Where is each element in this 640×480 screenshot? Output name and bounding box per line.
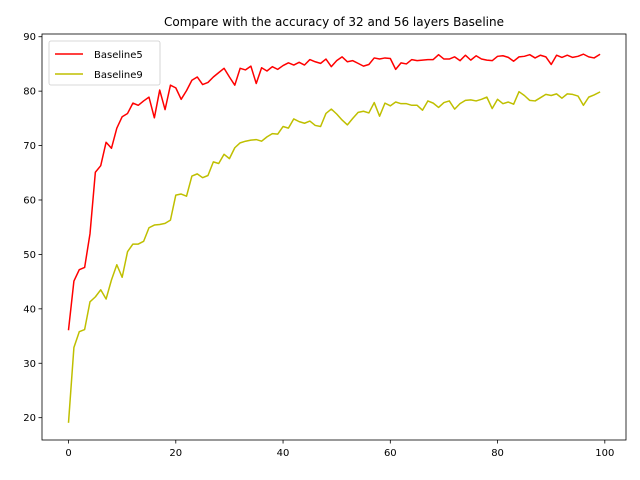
y-tick-label: 70 xyxy=(23,141,36,152)
series-layer xyxy=(67,53,601,423)
y-tick-label: 30 xyxy=(23,359,36,370)
y-tick-label: 80 xyxy=(23,87,36,98)
x-tick-label: 100 xyxy=(595,448,614,459)
chart-title: Compare with the accuracy of 32 and 56 l… xyxy=(164,15,504,29)
series-line-baseline9 xyxy=(67,90,601,423)
y-tick-label: 20 xyxy=(23,413,36,424)
x-tick-label: 60 xyxy=(384,448,397,459)
y-tick-label: 50 xyxy=(23,250,36,261)
x-tick-label: 20 xyxy=(169,448,182,459)
axes-frame xyxy=(41,33,627,441)
legend-label-baseline5: Baseline5 xyxy=(94,50,143,61)
y-tick-label: 60 xyxy=(23,195,36,206)
y-tick-label: 90 xyxy=(23,32,36,43)
legend-label-baseline9: Baseline9 xyxy=(94,70,143,81)
x-tick-label: 80 xyxy=(491,448,504,459)
y-tick-label: 40 xyxy=(23,304,36,315)
x-tick-label: 0 xyxy=(65,448,71,459)
x-tick-label: 40 xyxy=(277,448,290,459)
axes-layer: 0 20 40 60 80 100 20 30 40 50 60 70 80 90 xyxy=(23,32,627,459)
legend: Baseline5 Baseline9 xyxy=(48,40,161,86)
series-line-baseline5 xyxy=(67,53,601,331)
